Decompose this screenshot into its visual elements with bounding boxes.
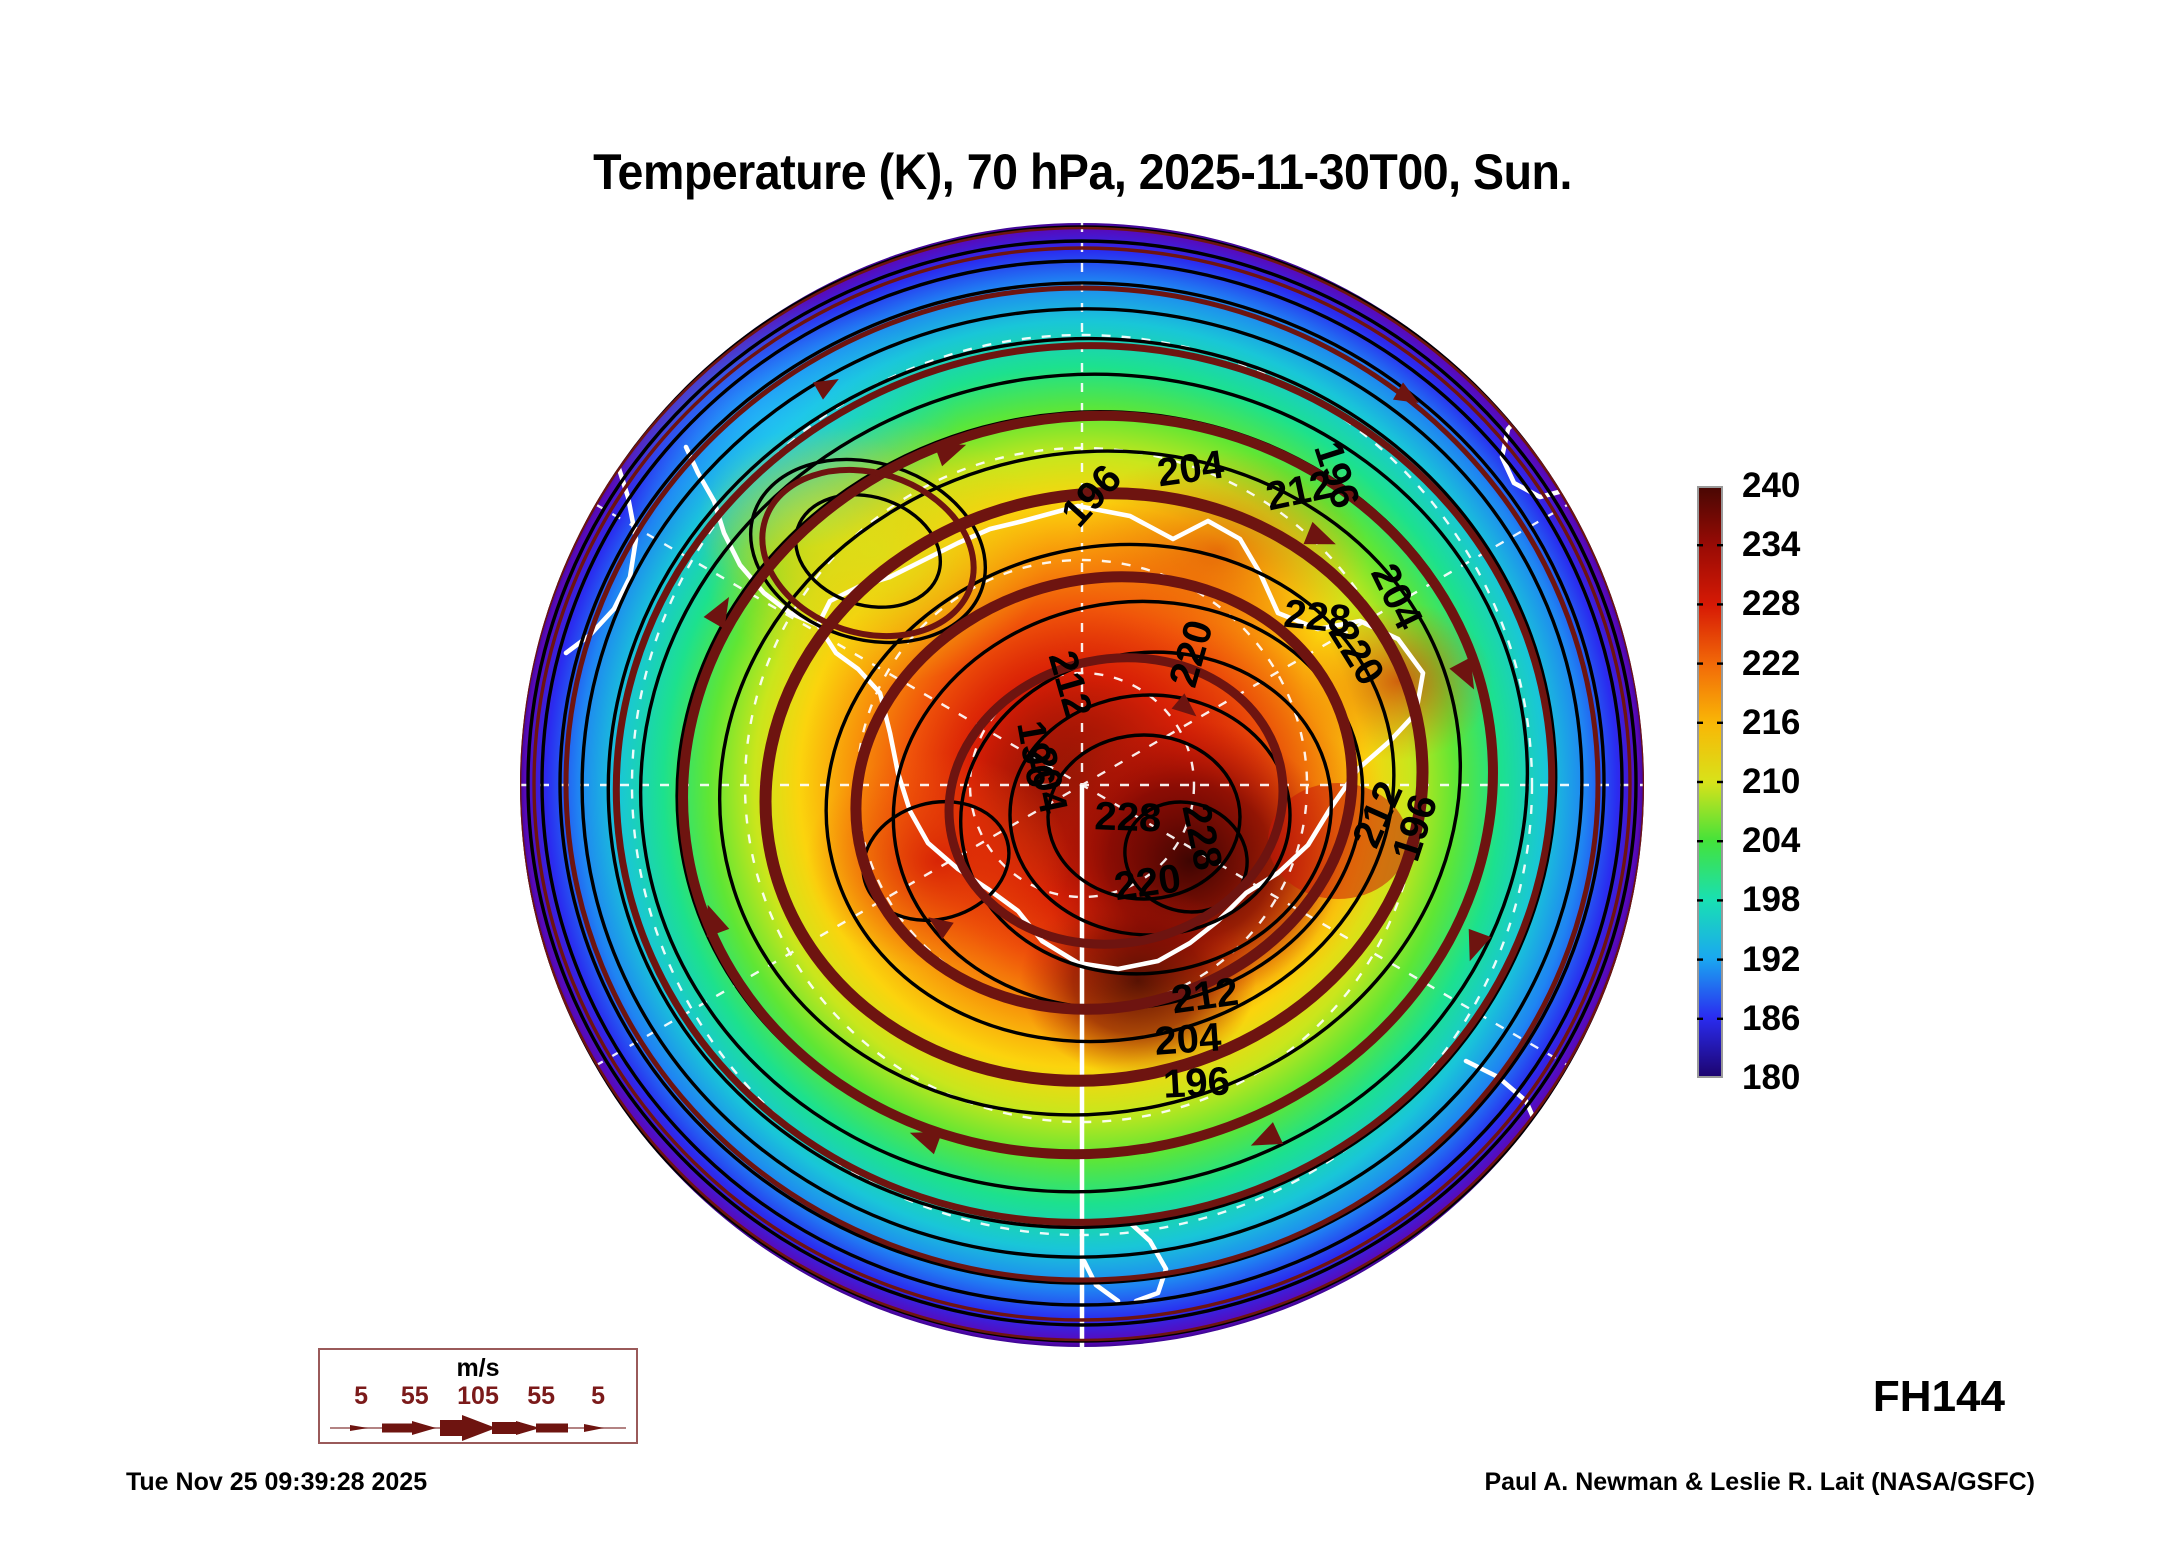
colorbar-tick-label: 186 bbox=[1742, 998, 1801, 1038]
wind-speed-legend: m/s 5 55 105 55 5 bbox=[318, 1348, 638, 1444]
polar-stereographic-map: 204 196 212 196 204 228 220 212 220 196 204 228 228 2… bbox=[518, 221, 1646, 1349]
colorbar-tick-label: 204 bbox=[1742, 821, 1801, 861]
colorbar-tick-label: 240 bbox=[1742, 466, 1801, 505]
wind-legend-value: 55 bbox=[400, 1382, 429, 1410]
colorbar-tick-label: 210 bbox=[1742, 762, 1801, 801]
contour-label: 228 bbox=[1094, 794, 1162, 840]
wind-legend-value: 105 bbox=[457, 1382, 499, 1410]
wind-streamlines bbox=[520, 226, 1644, 1342]
page-title: Temperature (K), 70 hPa, 2025-11-30T00, … bbox=[593, 144, 1572, 200]
contour-label: 228 bbox=[1282, 592, 1353, 643]
contour-label: 220 bbox=[1111, 856, 1183, 909]
forecast-hour-label: FH144 bbox=[1872, 1372, 2005, 1421]
wind-legend-value: 5 bbox=[591, 1382, 606, 1410]
contour-label: 196 bbox=[1162, 1059, 1231, 1106]
wind-legend-unit: m/s bbox=[456, 1354, 500, 1382]
colorbar-tick-label: 222 bbox=[1742, 643, 1801, 683]
colorbar-gradient bbox=[1699, 488, 1721, 1076]
wind-legend-value: 5 bbox=[354, 1382, 369, 1410]
colorbar-tick-label: 228 bbox=[1742, 584, 1801, 624]
author-credit: Paul A. Newman & Leslie R. Lait (NASA/GS… bbox=[1484, 1468, 2035, 1496]
colorbar-tick-label: 198 bbox=[1742, 880, 1801, 920]
wind-legend-arrows bbox=[330, 1415, 626, 1441]
contour-label: 212 bbox=[1169, 970, 1241, 1023]
contour-label: 204 bbox=[1153, 1015, 1223, 1064]
contour-label: 204 bbox=[1154, 442, 1227, 495]
generation-timestamp: Tue Nov 25 09:39:28 2025 bbox=[126, 1468, 428, 1496]
colorbar-tick-label: 234 bbox=[1742, 525, 1801, 565]
colorbar-tick-label: 216 bbox=[1742, 702, 1801, 742]
wind-legend-value: 55 bbox=[527, 1382, 556, 1410]
wind-legend-values: 5 55 105 55 5 bbox=[320, 1382, 636, 1410]
colorbar-tick-label: 180 bbox=[1742, 1058, 1801, 1097]
colorbar-tick-labels: 240 234 228 222 216 210 204 198 192 186 180 bbox=[1742, 466, 1862, 1097]
colorbar-tick-label: 192 bbox=[1742, 939, 1801, 979]
colorbar-ticks bbox=[1697, 544, 1723, 1020]
